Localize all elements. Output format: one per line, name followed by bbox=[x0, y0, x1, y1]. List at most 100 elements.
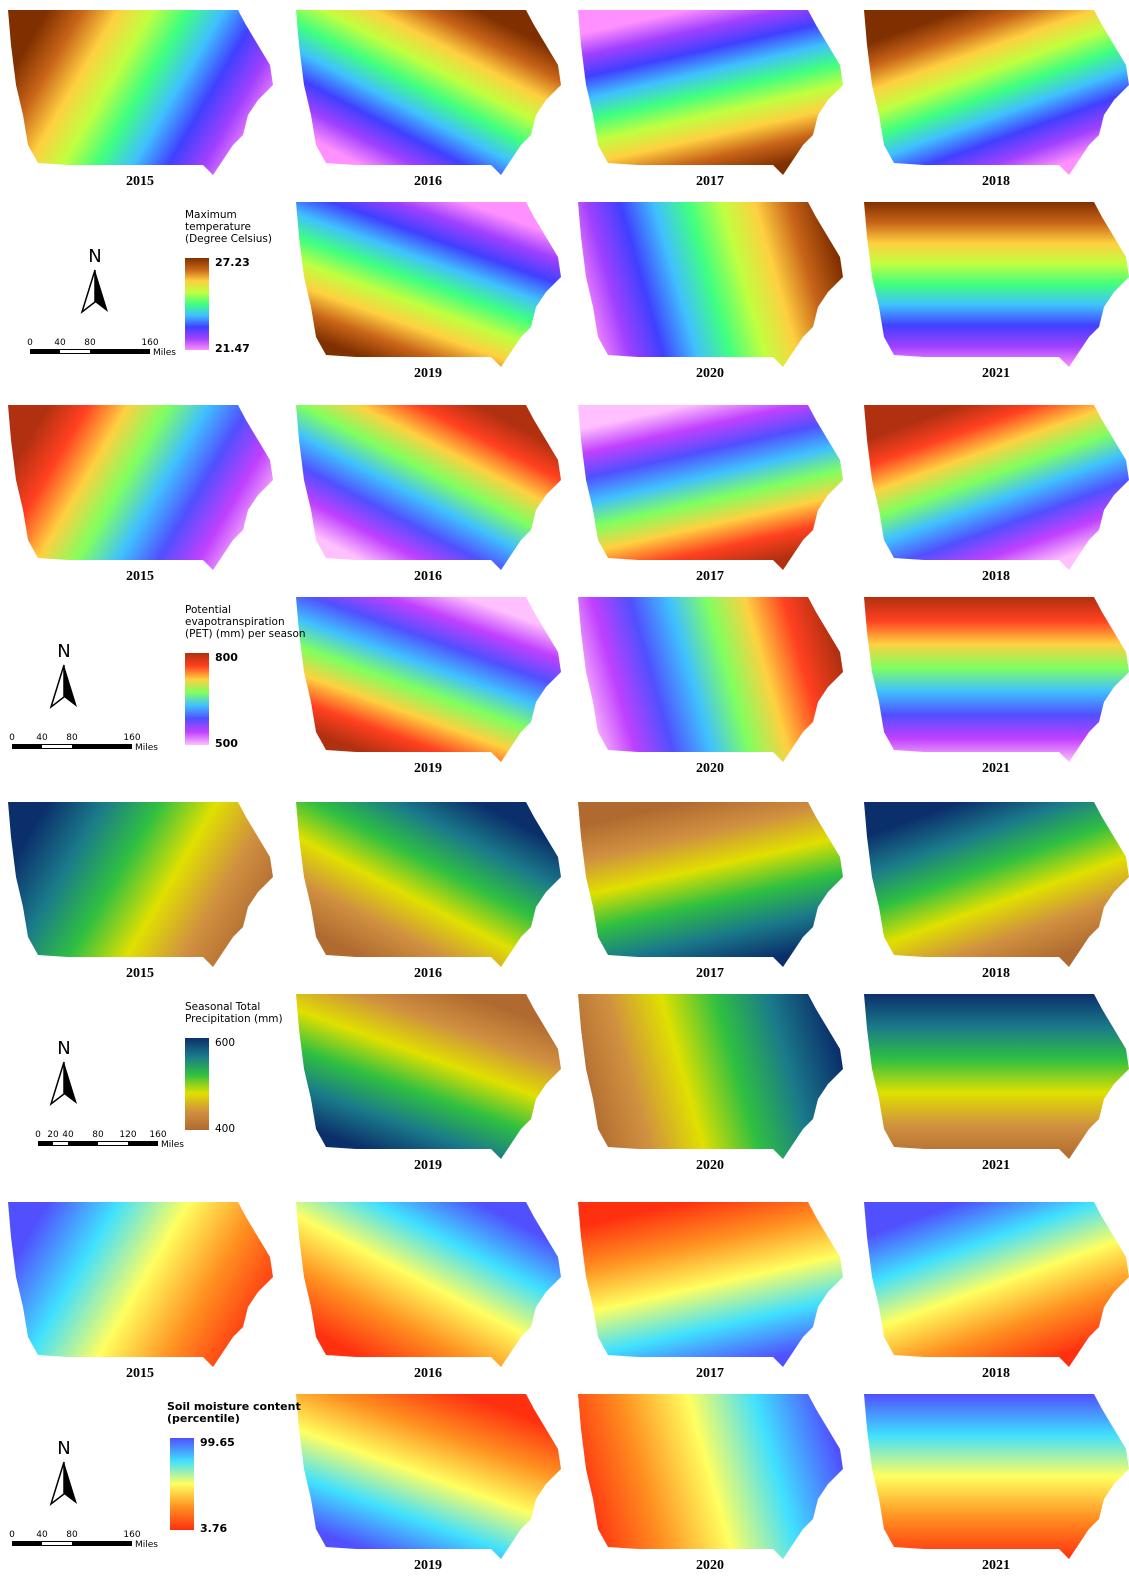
colorbar bbox=[170, 1438, 194, 1530]
map: 2020 bbox=[578, 202, 843, 381]
map: 2021 bbox=[864, 1394, 1129, 1573]
map-raster bbox=[296, 597, 561, 762]
scale-segment bbox=[42, 1542, 72, 1545]
map-raster bbox=[8, 802, 273, 967]
map-year: 2015 bbox=[126, 966, 154, 981]
scale-unit: Miles bbox=[135, 743, 158, 753]
map: 2021 bbox=[864, 597, 1129, 776]
scale-label: 40 bbox=[54, 338, 66, 348]
map-raster bbox=[864, 202, 1129, 367]
map-raster bbox=[296, 10, 561, 175]
map-raster bbox=[864, 405, 1129, 570]
map-year: 2018 bbox=[982, 966, 1010, 981]
map: 2021 bbox=[864, 202, 1129, 381]
scale-label: 40 bbox=[36, 733, 48, 743]
map: 2019 bbox=[296, 597, 561, 776]
legend-title: (Degree Celsius) bbox=[185, 233, 272, 245]
map-year: 2015 bbox=[126, 569, 154, 584]
map-raster bbox=[296, 1202, 561, 1367]
arrow-right bbox=[64, 1062, 77, 1104]
scale-label: 20 bbox=[47, 1130, 59, 1140]
map: 2016 bbox=[296, 10, 561, 189]
north-label: N bbox=[57, 1038, 70, 1059]
arrow-left bbox=[51, 1062, 64, 1104]
map: 2017 bbox=[578, 10, 843, 189]
map-year: 2017 bbox=[696, 966, 724, 981]
scale-label: 40 bbox=[36, 1530, 48, 1540]
north-label: N bbox=[88, 246, 101, 267]
map-year: 2016 bbox=[414, 1366, 442, 1381]
map-raster bbox=[864, 597, 1129, 762]
map-year: 2018 bbox=[982, 569, 1010, 584]
map-year: 2016 bbox=[414, 966, 442, 981]
legend-title: temperature bbox=[185, 221, 251, 233]
scale-unit: Miles bbox=[135, 1540, 158, 1550]
map-raster bbox=[8, 10, 273, 175]
legend-title: (PET) (mm) per season bbox=[185, 628, 306, 640]
legend-title: Seasonal Total bbox=[185, 1001, 260, 1013]
north-arrow: N bbox=[51, 1438, 77, 1504]
map-raster bbox=[864, 802, 1129, 967]
map-raster bbox=[296, 405, 561, 570]
map-raster bbox=[296, 802, 561, 967]
map-year: 2017 bbox=[696, 174, 724, 189]
scale-segment bbox=[98, 1142, 128, 1145]
arrow-left bbox=[51, 1462, 64, 1504]
legend: Soil moisture content(percentile)99.653.… bbox=[167, 1400, 301, 1535]
colorbar bbox=[185, 258, 209, 350]
map-raster bbox=[578, 1202, 843, 1367]
map-year: 2016 bbox=[414, 174, 442, 189]
legend-min: 400 bbox=[215, 1123, 235, 1135]
map-year: 2019 bbox=[414, 761, 442, 776]
map: 2017 bbox=[578, 802, 843, 981]
map-raster bbox=[578, 994, 843, 1159]
map-year: 2019 bbox=[414, 1558, 442, 1573]
map-year: 2021 bbox=[982, 1558, 1010, 1573]
map-year: 2019 bbox=[414, 366, 442, 381]
arrow-left bbox=[82, 270, 95, 312]
legend-title: Precipitation (mm) bbox=[185, 1013, 283, 1025]
colorbar bbox=[185, 653, 209, 745]
map-year: 2020 bbox=[696, 1558, 724, 1573]
north-arrow: N bbox=[51, 641, 77, 707]
scale-label: 80 bbox=[66, 1530, 78, 1540]
map: 2015 bbox=[8, 1202, 273, 1381]
scale-label: 0 bbox=[35, 1130, 41, 1140]
legend-title: Maximum bbox=[185, 209, 237, 221]
map-year: 2020 bbox=[696, 1158, 724, 1173]
legend-min: 21.47 bbox=[215, 342, 250, 355]
map-year: 2017 bbox=[696, 569, 724, 584]
legend-title: evapotranspiration bbox=[185, 616, 285, 628]
map-raster bbox=[578, 405, 843, 570]
map-year: 2017 bbox=[696, 1366, 724, 1381]
scale-unit: Miles bbox=[161, 1140, 184, 1150]
map-raster bbox=[578, 202, 843, 367]
map-raster bbox=[578, 802, 843, 967]
map: 2021 bbox=[864, 994, 1129, 1173]
scale-label: 80 bbox=[66, 733, 78, 743]
scale-label: 80 bbox=[84, 338, 96, 348]
scale-label: 40 bbox=[62, 1130, 74, 1140]
map: 2017 bbox=[578, 405, 843, 584]
map: 2018 bbox=[864, 1202, 1129, 1381]
map-raster bbox=[864, 1394, 1129, 1559]
map-year: 2021 bbox=[982, 761, 1010, 776]
map-raster bbox=[864, 994, 1129, 1159]
map: 2019 bbox=[296, 1394, 561, 1573]
panel: 2015 2016 2017 2018 2019 2020 2021 Soil moistur… bbox=[8, 1202, 1129, 1573]
map: 2018 bbox=[864, 802, 1129, 981]
scale-unit: Miles bbox=[153, 348, 176, 358]
map-raster bbox=[864, 1202, 1129, 1367]
legend-min: 3.76 bbox=[200, 1522, 227, 1535]
scale-label: 160 bbox=[123, 1530, 140, 1540]
map: 2015 bbox=[8, 802, 273, 981]
map-raster bbox=[578, 10, 843, 175]
map-raster bbox=[578, 597, 843, 762]
